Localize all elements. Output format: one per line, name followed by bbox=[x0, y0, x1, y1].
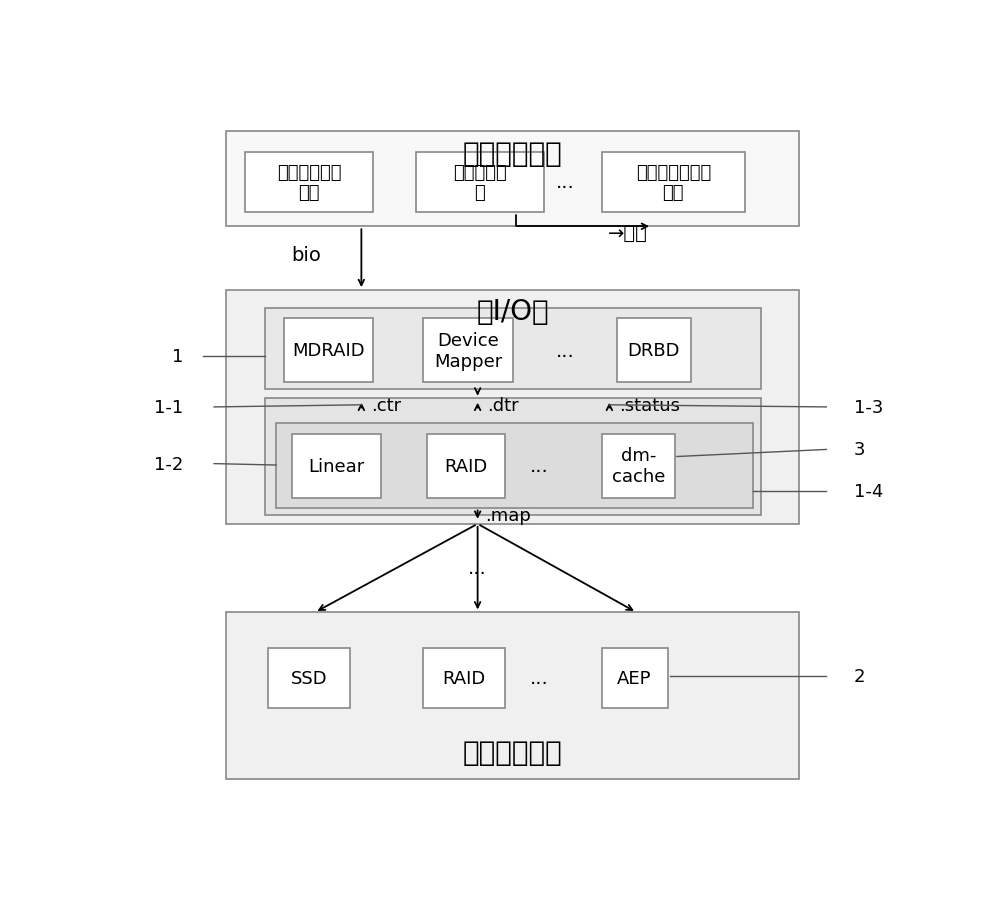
Text: ...: ... bbox=[468, 559, 487, 578]
Text: ...: ... bbox=[530, 668, 549, 687]
Text: 1-1: 1-1 bbox=[154, 399, 183, 416]
Text: ...: ... bbox=[556, 173, 575, 192]
Bar bbox=[617, 319, 691, 382]
Text: DRBD: DRBD bbox=[628, 342, 680, 360]
Bar bbox=[423, 319, 512, 382]
Text: RAID: RAID bbox=[442, 669, 486, 687]
Bar bbox=[292, 435, 381, 498]
Text: .ctr: .ctr bbox=[371, 397, 401, 414]
Bar bbox=[602, 153, 745, 213]
Text: 1-4: 1-4 bbox=[854, 482, 883, 500]
Text: bio: bio bbox=[292, 246, 322, 265]
Bar bbox=[268, 648, 350, 709]
Bar bbox=[264, 398, 761, 515]
Text: 底层物理设备: 底层物理设备 bbox=[463, 738, 562, 766]
Text: .status: .status bbox=[619, 397, 680, 414]
Bar bbox=[602, 648, 668, 709]
Text: Device
Mapper: Device Mapper bbox=[434, 332, 502, 370]
Text: ...: ... bbox=[556, 341, 575, 360]
Text: Linear: Linear bbox=[308, 458, 364, 475]
Bar bbox=[416, 153, 544, 213]
Bar bbox=[226, 290, 799, 524]
Bar bbox=[264, 309, 761, 390]
Text: 网络文件系
统: 网络文件系 统 bbox=[453, 164, 506, 202]
Text: 基于块的文件
系统: 基于块的文件 系统 bbox=[277, 164, 341, 202]
Text: 1-3: 1-3 bbox=[854, 399, 883, 416]
Bar bbox=[276, 423, 753, 508]
Text: 1: 1 bbox=[172, 347, 183, 366]
Text: 3: 3 bbox=[854, 441, 865, 459]
Text: →网络: →网络 bbox=[608, 224, 648, 243]
Text: .dtr: .dtr bbox=[487, 397, 519, 414]
Text: 2: 2 bbox=[854, 667, 865, 686]
Text: ...: ... bbox=[530, 457, 549, 476]
Bar bbox=[226, 613, 799, 779]
Bar bbox=[226, 131, 799, 227]
Bar bbox=[284, 319, 373, 382]
Text: 虚拟文件系统: 虚拟文件系统 bbox=[463, 140, 562, 168]
Text: 块I/O层: 块I/O层 bbox=[476, 298, 549, 326]
Text: 1-2: 1-2 bbox=[154, 455, 183, 473]
Text: SSD: SSD bbox=[291, 669, 327, 687]
Text: MDRAID: MDRAID bbox=[292, 342, 365, 360]
Text: 特殊目的的文件
系统: 特殊目的的文件 系统 bbox=[636, 164, 711, 202]
Text: RAID: RAID bbox=[444, 458, 488, 475]
Text: AEP: AEP bbox=[617, 669, 652, 687]
Bar bbox=[423, 648, 505, 709]
Bar bbox=[245, 153, 373, 213]
Bar bbox=[427, 435, 505, 498]
Text: .map: .map bbox=[485, 506, 531, 524]
Text: dm-
cache: dm- cache bbox=[612, 447, 665, 485]
Bar bbox=[602, 435, 675, 498]
